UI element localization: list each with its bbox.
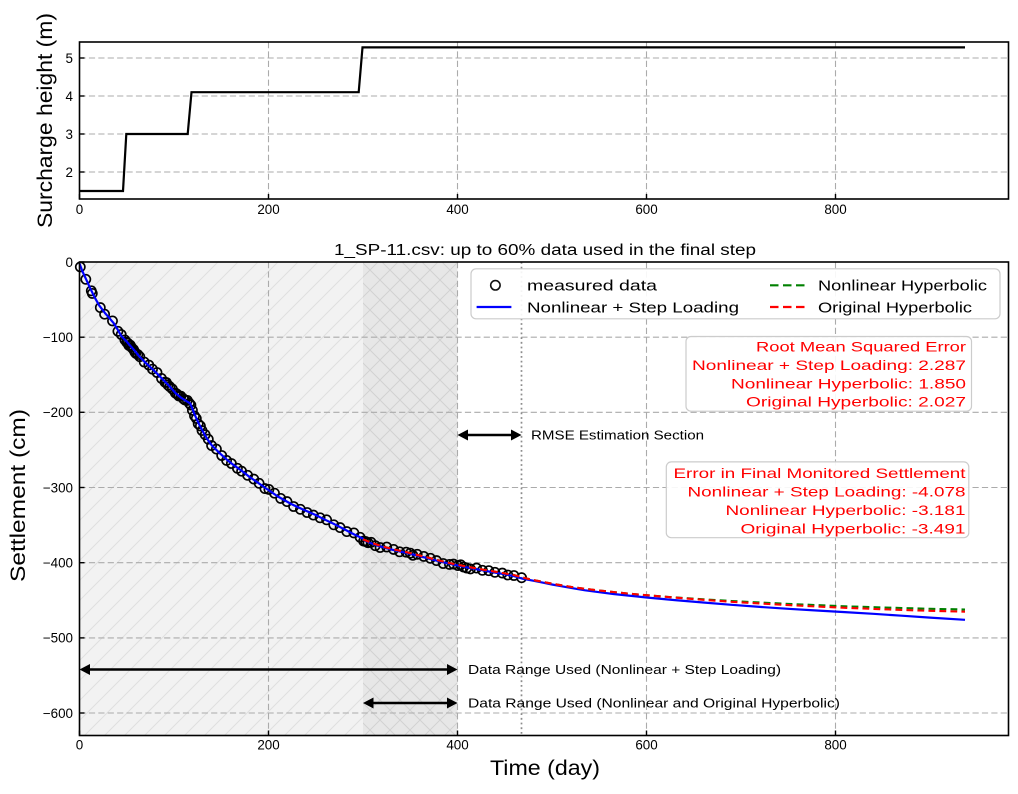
svg-text:400: 400: [446, 738, 468, 753]
svg-text:1_SP-11.csv: up to 60% data us: 1_SP-11.csv: up to 60% data used in the …: [334, 242, 756, 259]
svg-text:200: 200: [257, 202, 279, 217]
svg-text:Original Hyperbolic: Original Hyperbolic: [818, 300, 972, 317]
svg-text:200: 200: [257, 738, 279, 753]
svg-text:Nonlinear Hyperbolic: 1.850: Nonlinear Hyperbolic: 1.850: [731, 375, 966, 391]
svg-text:0: 0: [76, 202, 83, 217]
svg-text:Data Range Used (Nonlinear and: Data Range Used (Nonlinear and Original …: [468, 696, 840, 711]
svg-text:RMSE Estimation Section: RMSE Estimation Section: [531, 428, 704, 443]
svg-text:4: 4: [66, 89, 74, 104]
svg-text:−400: −400: [43, 556, 73, 571]
svg-text:Nonlinear Hyperbolic: Nonlinear Hyperbolic: [818, 278, 987, 295]
svg-text:Data Range Used (Nonlinear + S: Data Range Used (Nonlinear + Step Loadin…: [468, 662, 781, 677]
svg-text:Settlement (cm): Settlement (cm): [6, 409, 30, 582]
svg-text:Nonlinear Hyperbolic: -3.181: Nonlinear Hyperbolic: -3.181: [726, 502, 966, 518]
svg-text:−500: −500: [43, 631, 73, 646]
svg-text:2: 2: [66, 165, 73, 180]
svg-text:Nonlinear + Step Loading: -4.0: Nonlinear + Step Loading: -4.078: [688, 484, 966, 500]
svg-text:800: 800: [824, 738, 846, 753]
svg-text:5: 5: [66, 51, 73, 66]
svg-text:800: 800: [824, 202, 846, 217]
svg-text:0: 0: [66, 255, 73, 270]
svg-text:Surcharge height (m): Surcharge height (m): [33, 13, 57, 228]
svg-text:Root Mean Squared Error: Root Mean Squared Error: [756, 339, 966, 355]
svg-text:measured data: measured data: [527, 278, 658, 295]
svg-text:600: 600: [635, 202, 657, 217]
svg-text:3: 3: [66, 127, 73, 142]
svg-text:−100: −100: [43, 330, 73, 345]
svg-text:−300: −300: [43, 480, 73, 495]
svg-text:−600: −600: [43, 706, 73, 721]
svg-text:0: 0: [76, 738, 83, 753]
svg-text:Nonlinear + Step Loading: Nonlinear + Step Loading: [527, 300, 739, 317]
svg-text:Error in Final Monitored Settl: Error in Final Monitored Settlement: [674, 465, 966, 481]
svg-text:Original Hyperbolic: -3.491: Original Hyperbolic: -3.491: [741, 521, 966, 537]
svg-text:−200: −200: [43, 405, 73, 420]
svg-text:600: 600: [635, 738, 657, 753]
svg-text:Nonlinear + Step Loading: 2.28: Nonlinear + Step Loading: 2.287: [692, 357, 966, 373]
svg-text:Original Hyperbolic: 2.027: Original Hyperbolic: 2.027: [746, 394, 966, 410]
svg-text:400: 400: [446, 202, 468, 217]
svg-text:Time (day): Time (day): [490, 756, 600, 780]
